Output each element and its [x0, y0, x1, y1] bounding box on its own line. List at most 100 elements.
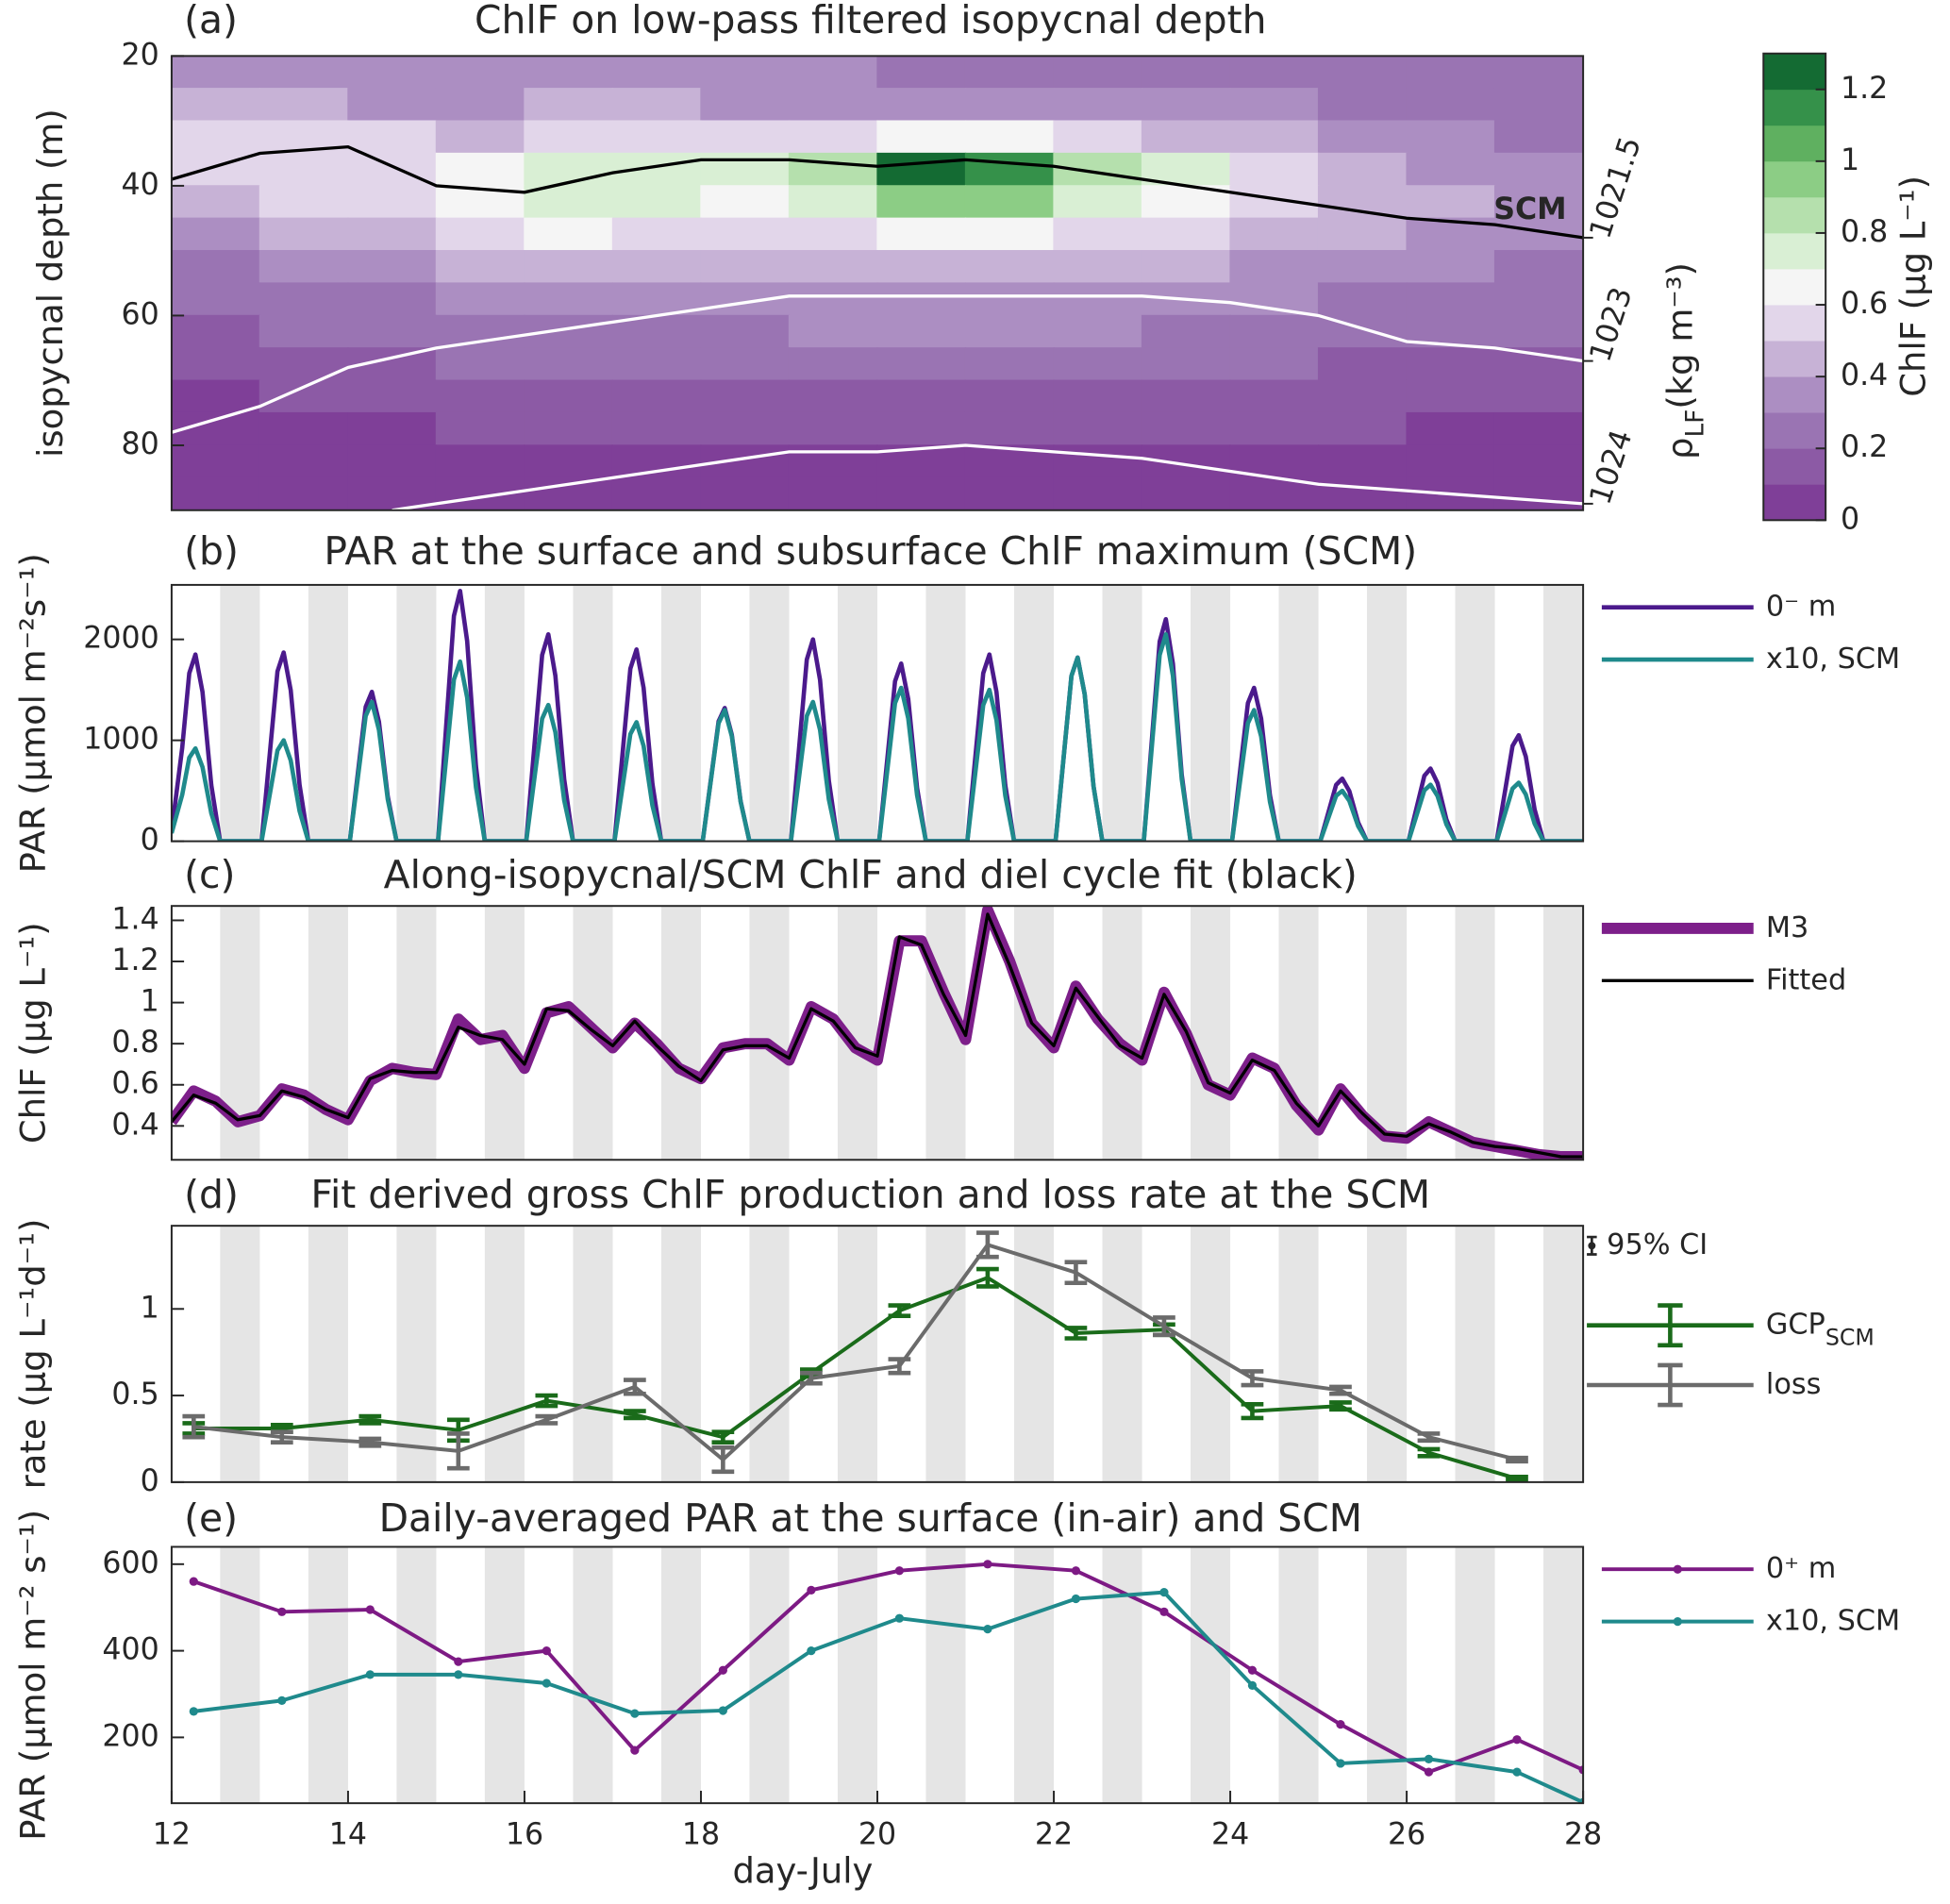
heat-cell — [1141, 120, 1231, 155]
heat-cell — [611, 411, 702, 446]
heat-cell — [700, 88, 791, 122]
night-band — [396, 1226, 437, 1482]
panel-label: (d) — [184, 1172, 239, 1217]
night-band — [1278, 1226, 1319, 1482]
heat-cell — [788, 282, 878, 317]
error-bar — [976, 1266, 999, 1289]
heat-cell — [1229, 152, 1320, 187]
series-line — [193, 1276, 1518, 1481]
panel-title: Daily-averaged PAR at the surface (in-ai… — [379, 1495, 1362, 1541]
y-tick-label: 0.6 — [111, 1067, 158, 1101]
night-band — [220, 1546, 260, 1804]
plot-frame — [170, 905, 1585, 1161]
heat-cell — [1229, 379, 1320, 414]
heat-cell — [876, 476, 967, 510]
y-tick-label: 0 — [141, 824, 159, 858]
error-bar — [1329, 1400, 1352, 1412]
heat-cell — [964, 120, 1055, 155]
night-band — [1013, 1226, 1055, 1482]
heat-cell — [1406, 347, 1496, 381]
night-band — [220, 1226, 260, 1482]
series-marker — [1336, 1720, 1345, 1729]
error-bar — [446, 1431, 470, 1471]
colorbar-tick-label: 1 — [1841, 143, 1859, 177]
error-bar — [888, 1303, 911, 1318]
error-bar — [623, 1378, 646, 1396]
colorbar-segment — [1763, 125, 1826, 162]
y-tick-label: 1.4 — [111, 902, 158, 936]
series-marker — [630, 1745, 640, 1755]
legend-marker — [1673, 1564, 1682, 1574]
heat-cell — [1493, 476, 1584, 510]
heat-cell — [1229, 411, 1320, 446]
colorbar-tick-label: 0 — [1841, 502, 1859, 536]
legend-name: 0⁺ m — [1766, 1552, 1836, 1585]
series-marker — [1247, 1665, 1258, 1675]
night-band — [925, 1226, 966, 1482]
series-marker — [1424, 1767, 1434, 1777]
night-band — [1543, 906, 1584, 1161]
heat-cell — [1493, 444, 1584, 479]
heat-cell — [1141, 379, 1231, 414]
heat-cell — [611, 120, 702, 155]
legend-label: x10, SCM — [1766, 643, 1900, 676]
heat-cell — [700, 476, 791, 510]
heat-cell — [964, 217, 1055, 252]
series-marker — [277, 1607, 287, 1616]
heat-cell — [1493, 314, 1584, 349]
heat-cell — [788, 120, 878, 155]
heat-cell — [258, 152, 349, 187]
error-bar — [1417, 1446, 1441, 1459]
night-band — [308, 1546, 348, 1804]
legend-name: 0⁻ m — [1766, 590, 1836, 623]
heat-cell — [1406, 152, 1496, 187]
legend-name: M3 — [1766, 910, 1808, 944]
heat-cell — [171, 347, 261, 381]
heat-cell — [347, 282, 438, 317]
heat-cell — [964, 411, 1055, 446]
night-band — [749, 584, 790, 842]
series-marker — [1512, 1735, 1522, 1745]
series-marker — [1512, 1767, 1522, 1777]
heat-cell — [964, 314, 1055, 349]
heat-cell — [1053, 314, 1143, 349]
y-axis-label: isopycnal depth (m) — [30, 109, 71, 458]
y-axis-label: PAR (μmol m⁻²s⁻¹) — [12, 553, 53, 873]
heat-cell — [171, 217, 261, 252]
night-band — [1455, 906, 1495, 1161]
y-tick-label: 0.5 — [111, 1378, 158, 1411]
heat-cell — [1406, 411, 1496, 446]
heat-cell — [258, 379, 349, 414]
error-bar — [535, 1413, 558, 1426]
heat-cell — [435, 282, 525, 317]
heat-cell — [1493, 120, 1584, 155]
heat-cell — [788, 88, 878, 122]
night-band — [660, 584, 701, 842]
heat-cell — [1493, 411, 1584, 446]
heat-cell — [876, 152, 967, 187]
night-band — [1367, 584, 1408, 842]
heat-cell — [1317, 185, 1408, 219]
heat-cell — [258, 282, 349, 317]
night-band — [1367, 1226, 1408, 1482]
night-band — [1190, 906, 1231, 1161]
legend-name: x10, SCM — [1766, 643, 1900, 676]
x-tick-label: 24 — [1211, 1817, 1249, 1851]
colorbar-segment — [1763, 160, 1826, 198]
legend-label: M3 — [1766, 910, 1808, 944]
heat-cell — [964, 250, 1055, 284]
night-band — [925, 1546, 966, 1804]
heat-cell — [258, 88, 349, 122]
heat-cell — [171, 379, 261, 414]
series-marker — [542, 1679, 551, 1688]
heat-cell — [435, 314, 525, 349]
heat-cell — [611, 217, 702, 252]
heat-cell — [347, 250, 438, 284]
colorbar-label: ChlF (μg L⁻¹) — [1893, 175, 1934, 397]
heat-cell — [1317, 56, 1408, 90]
heat-cell — [347, 314, 438, 349]
series-marker — [454, 1657, 463, 1666]
y2-symbol: ρ — [1659, 438, 1700, 459]
